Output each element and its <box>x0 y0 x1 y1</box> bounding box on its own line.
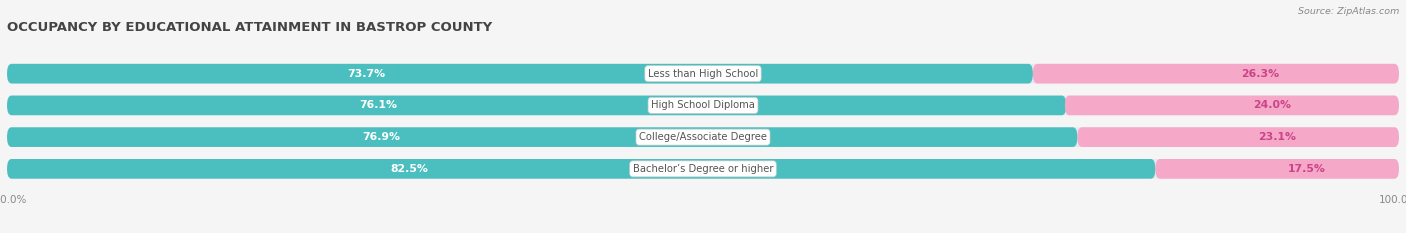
Text: 76.1%: 76.1% <box>359 100 396 110</box>
Text: 76.9%: 76.9% <box>363 132 401 142</box>
FancyBboxPatch shape <box>7 127 1077 147</box>
Text: 82.5%: 82.5% <box>389 164 427 174</box>
Text: College/Associate Degree: College/Associate Degree <box>638 132 768 142</box>
FancyBboxPatch shape <box>7 159 1399 179</box>
Text: 17.5%: 17.5% <box>1288 164 1326 174</box>
Text: 73.7%: 73.7% <box>347 69 385 79</box>
Text: 24.0%: 24.0% <box>1253 100 1291 110</box>
Text: 26.3%: 26.3% <box>1241 69 1279 79</box>
FancyBboxPatch shape <box>7 96 1066 115</box>
FancyBboxPatch shape <box>1064 96 1399 115</box>
FancyBboxPatch shape <box>7 64 1033 83</box>
Text: 23.1%: 23.1% <box>1258 132 1296 142</box>
Text: Bachelor’s Degree or higher: Bachelor’s Degree or higher <box>633 164 773 174</box>
FancyBboxPatch shape <box>1033 64 1399 83</box>
FancyBboxPatch shape <box>7 64 1399 83</box>
Text: High School Diploma: High School Diploma <box>651 100 755 110</box>
FancyBboxPatch shape <box>7 127 1399 147</box>
Text: OCCUPANCY BY EDUCATIONAL ATTAINMENT IN BASTROP COUNTY: OCCUPANCY BY EDUCATIONAL ATTAINMENT IN B… <box>7 21 492 34</box>
Text: Source: ZipAtlas.com: Source: ZipAtlas.com <box>1298 7 1399 16</box>
FancyBboxPatch shape <box>1156 159 1399 179</box>
FancyBboxPatch shape <box>7 159 1156 179</box>
FancyBboxPatch shape <box>7 96 1399 115</box>
Text: Less than High School: Less than High School <box>648 69 758 79</box>
FancyBboxPatch shape <box>1077 127 1399 147</box>
